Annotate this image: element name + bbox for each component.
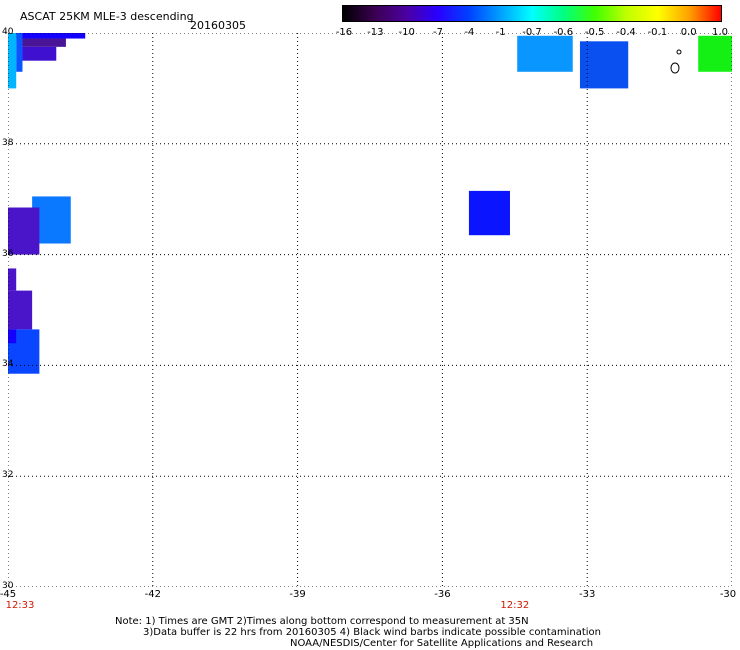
latitude-tick-label: 40 xyxy=(2,27,14,37)
colorbar-tick-label: -7 xyxy=(433,27,443,38)
colorbar-tick-label: -0.6 xyxy=(553,27,574,38)
colorbar xyxy=(342,5,722,22)
colorbar-tick-label: -0.4 xyxy=(616,27,636,38)
product-date: 20160305 xyxy=(190,19,246,32)
latitude-tick-label: 38 xyxy=(2,137,14,148)
credit-line: NOAA/NESDIS/Center for Satellite Applica… xyxy=(290,638,594,649)
longitude-tick-label: -42 xyxy=(144,589,161,600)
latitude-tick-label: 30 xyxy=(2,581,14,591)
note-line-1: Note: 1) Times are GMT 2)Times along bot… xyxy=(115,616,529,627)
wind-cell xyxy=(579,41,629,89)
wind-cells xyxy=(8,33,732,374)
longitude-tick-label: -30 xyxy=(719,589,737,600)
wind-cell xyxy=(8,207,40,255)
graticule xyxy=(8,33,732,587)
colorbar-tick-label: -0.5 xyxy=(584,27,605,38)
latitude-tick-label: 36 xyxy=(2,248,14,259)
colorbar-tick-label: -4 xyxy=(464,27,475,38)
wind-cell xyxy=(8,290,33,330)
longitude-tick-label: -39 xyxy=(289,589,306,600)
wind-cell xyxy=(8,329,17,344)
note-line-2: 3)Data buffer is 22 hrs from 20160305 4)… xyxy=(143,627,601,638)
wind-cell xyxy=(8,268,17,291)
wind-cell xyxy=(8,33,17,89)
colorbar-tick-label: -10 xyxy=(398,27,415,38)
latitude-tick-label: 32 xyxy=(2,470,14,481)
longitude-tick-label: -36 xyxy=(434,589,451,600)
colorbar-tick-label: -13 xyxy=(367,27,384,38)
wind-cell xyxy=(698,35,732,72)
wind-cell xyxy=(22,46,57,61)
wind-cell xyxy=(517,35,573,72)
wind-cell xyxy=(468,190,510,236)
colorbar-tick-label: -0.1 xyxy=(647,27,668,38)
longitude-tick-label: -33 xyxy=(579,589,596,600)
swath-glyph xyxy=(670,49,682,74)
map-plot xyxy=(8,33,732,587)
product-title: ASCAT 25KM MLE-3 descending xyxy=(20,10,194,23)
longitude-tick-label: -45 xyxy=(0,589,17,600)
wind-cell xyxy=(22,38,66,47)
time-label: 12:32 xyxy=(500,600,530,611)
latitude-tick-label: 34 xyxy=(2,359,14,370)
wind-cell xyxy=(16,33,23,72)
wind-cell xyxy=(16,33,86,39)
time-label: 12:33 xyxy=(5,600,35,611)
